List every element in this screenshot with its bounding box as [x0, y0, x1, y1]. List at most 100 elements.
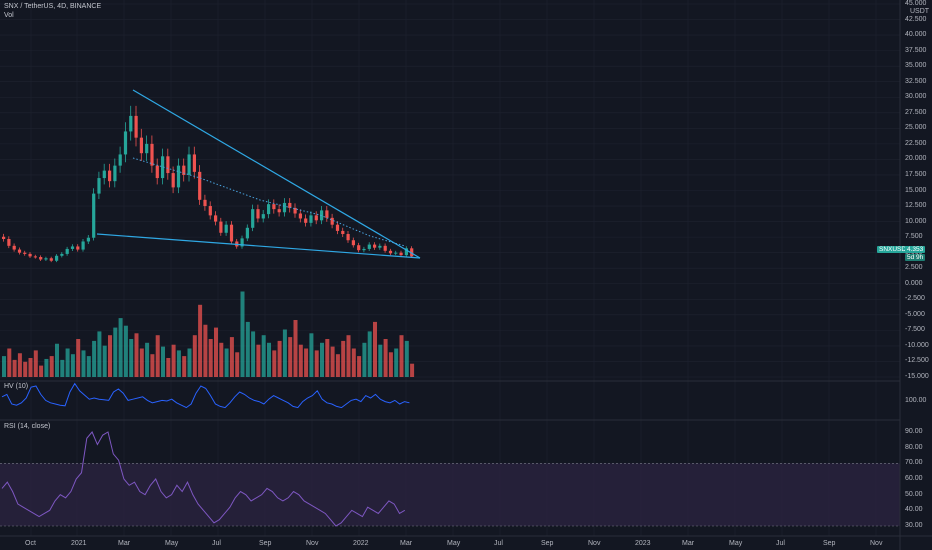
price-tick-label: 22.500	[905, 139, 927, 147]
volume-bar	[373, 321, 377, 377]
volume-bar	[55, 343, 59, 377]
rsi-line	[1, 431, 406, 527]
volume-bar	[176, 350, 181, 377]
candle-body	[378, 245, 382, 248]
candle-body	[346, 234, 350, 241]
time-tick-label: Jul	[494, 540, 503, 547]
candle-body	[17, 249, 22, 253]
candle-body	[65, 248, 69, 254]
price-tick-label: 32.500	[905, 77, 927, 85]
volume-bar	[351, 348, 356, 377]
volume-bar	[81, 350, 86, 377]
candle-body	[198, 171, 202, 200]
hv-label[interactable]: HV (10)	[4, 383, 29, 390]
symbol-price-tag: SNXUSDT	[877, 246, 913, 253]
candle-body	[81, 241, 85, 250]
time-tick-label: Sep	[259, 540, 272, 547]
price-tick-label: -15.000	[905, 373, 929, 380]
candle-body	[399, 252, 403, 256]
candle-body	[245, 227, 249, 239]
volume-bar	[17, 353, 22, 377]
candle-body	[203, 199, 207, 207]
volume-bar	[341, 340, 346, 377]
volume-bar	[245, 321, 250, 377]
volume-bar	[161, 346, 165, 377]
candle-body	[214, 215, 218, 222]
price-tick-label: 20.000	[905, 155, 927, 163]
volume-bar	[325, 339, 330, 377]
price-tick-label: -5.000	[905, 310, 925, 318]
rsi-band-fill	[0, 463, 900, 526]
volume-bar	[134, 333, 139, 377]
volume-bar	[261, 335, 266, 377]
symbol-title[interactable]: SNX / TetherUS, 4D, BINANCE	[4, 3, 102, 10]
volume-bar	[192, 335, 197, 377]
volume-bar	[2, 356, 6, 377]
time-tick-label: Nov	[870, 540, 883, 547]
volume-bar	[44, 358, 49, 377]
rsi-tick-label: 30.00	[905, 522, 923, 529]
candle-body	[341, 230, 345, 235]
lower-trendline[interactable]	[96, 233, 421, 259]
time-tick-label: 2022	[353, 540, 369, 547]
candle-body	[330, 217, 334, 225]
volume-bar	[150, 354, 155, 377]
time-tick-label: May	[165, 540, 179, 547]
candles	[2, 105, 414, 263]
volume-bar	[330, 346, 335, 377]
hv-line	[1, 382, 410, 409]
volume-bar	[65, 348, 70, 377]
time-tick-label: Mar	[682, 540, 695, 547]
volume-bar	[383, 339, 388, 377]
price-tick-label: -2.500	[905, 295, 925, 303]
rsi-label[interactable]: RSI (14, close)	[4, 423, 51, 430]
countdown-tag: 5d 9h	[905, 254, 926, 261]
vol-label[interactable]: Vol	[4, 12, 14, 19]
volume-bar	[39, 365, 44, 377]
price-tick-label: 0.000	[905, 279, 923, 287]
volume-bar	[60, 359, 65, 377]
candle-body	[267, 204, 271, 215]
candle-body	[298, 213, 302, 219]
volume-bar	[97, 331, 102, 377]
upper-trendline[interactable]	[132, 89, 421, 259]
volume-bar	[187, 348, 192, 377]
volume-bar	[229, 337, 234, 377]
rsi-tick-label: 40.00	[905, 506, 923, 514]
candle-body	[23, 252, 27, 254]
volume-bar	[171, 344, 176, 377]
volume-bar	[113, 327, 118, 377]
volume-bar	[12, 359, 17, 377]
candle-body	[383, 245, 387, 251]
candle-body	[240, 238, 244, 247]
candle-body	[288, 202, 292, 208]
volume-bar	[293, 320, 298, 377]
volume-bar	[394, 348, 399, 377]
candle-body	[171, 173, 175, 188]
volume-bar	[86, 356, 91, 377]
time-tick-label: Mar	[400, 540, 413, 547]
rsi-tick-label: 70.00	[905, 459, 923, 467]
candle-body	[357, 245, 361, 251]
candle-body	[367, 244, 371, 249]
candle-body	[362, 248, 366, 251]
volume-bar	[272, 350, 277, 377]
candle-body	[145, 143, 149, 154]
candle-body	[44, 258, 48, 260]
price-tick-label: -7.500	[905, 326, 925, 334]
time-tick-label: Sep	[823, 540, 836, 547]
volume-bar	[145, 342, 150, 377]
candle-body	[102, 170, 106, 179]
volume-bar	[399, 335, 404, 377]
candle-body	[192, 154, 196, 172]
hv-polyline	[1, 382, 410, 409]
rsi-band	[0, 463, 900, 527]
volume-bar	[203, 324, 208, 377]
candle-body	[76, 246, 80, 250]
candle-body	[123, 131, 128, 155]
price-tick-label: 15.000	[905, 186, 927, 194]
candle-body	[70, 246, 75, 249]
candle-body	[304, 218, 308, 223]
candle-body	[134, 115, 138, 138]
